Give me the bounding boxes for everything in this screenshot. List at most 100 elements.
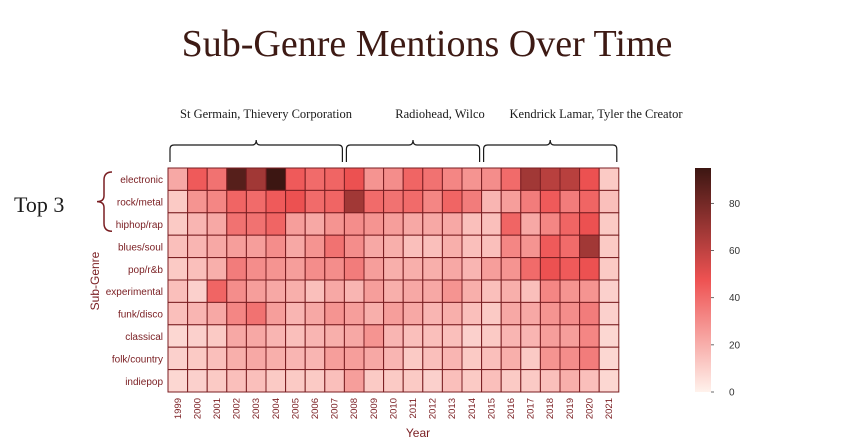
heatmap-cell <box>559 346 581 371</box>
heatmap-cell <box>324 167 345 191</box>
heatmap-cell <box>206 346 228 371</box>
heatmap-cell <box>539 301 561 326</box>
heatmap-cell <box>402 369 424 393</box>
y-tick-label: blues/soul <box>118 242 163 253</box>
heatmap-cell <box>383 324 404 348</box>
heatmap-cell <box>520 167 541 191</box>
heatmap-cell <box>285 301 306 326</box>
heatmap-cell <box>402 234 424 259</box>
y-tick-label: funk/disco <box>118 310 163 321</box>
heatmap-cell <box>598 167 620 191</box>
year-range-bracket <box>483 139 618 162</box>
x-tick-label: 1999 <box>173 398 184 419</box>
heatmap-cell <box>579 324 600 348</box>
heatmap-cell <box>167 346 189 371</box>
heatmap-cell <box>441 324 463 348</box>
heatmap-cell <box>285 369 306 393</box>
heatmap-cell <box>579 257 600 281</box>
heatmap-cell <box>402 167 424 191</box>
heatmap-cell <box>304 324 326 348</box>
heatmap-cells <box>167 167 620 393</box>
heatmap-cell <box>206 167 228 191</box>
heatmap-cell <box>324 234 345 259</box>
x-tick-label: 2015 <box>486 398 497 419</box>
heatmap-cell <box>285 234 306 259</box>
heatmap-cell <box>343 369 365 393</box>
heatmap-cell <box>500 189 522 214</box>
heatmap-cell <box>500 212 522 236</box>
heatmap-cell <box>206 324 228 348</box>
heatmap-cell <box>324 369 345 393</box>
heatmap-cell <box>422 369 443 393</box>
heatmap-cell <box>304 346 326 371</box>
heatmap-cell <box>598 257 620 281</box>
heatmap-cell <box>265 189 287 214</box>
heatmap-cell <box>402 257 424 281</box>
heatmap-cell <box>461 189 483 214</box>
heatmap-cell <box>167 301 189 326</box>
y-tick-label: electronic <box>120 175 163 186</box>
heatmap-cell <box>383 189 404 214</box>
heatmap-cell <box>187 167 208 191</box>
heatmap-cell <box>579 212 600 236</box>
heatmap-cell <box>206 301 228 326</box>
heatmap-cell <box>402 324 424 348</box>
heatmap-cell <box>520 301 541 326</box>
x-tick-label: 2018 <box>545 398 556 419</box>
colorbar-tick-label: 40 <box>729 293 741 304</box>
x-tick-label: 2003 <box>251 398 262 419</box>
heatmap-cell <box>520 324 541 348</box>
heatmap-cell <box>265 324 287 348</box>
heatmap-cell <box>539 167 561 191</box>
x-tick-label: 2014 <box>467 398 478 419</box>
heatmap-cell <box>481 369 502 393</box>
heatmap-cell <box>481 346 502 371</box>
heatmap-cell <box>285 279 306 303</box>
heatmap-cell <box>343 324 365 348</box>
heatmap-cell <box>500 234 522 259</box>
heatmap-cell <box>226 279 247 303</box>
top-brackets <box>169 139 618 162</box>
bracket-label-1: St Germain, Thievery Corporation <box>180 107 352 121</box>
x-tick-label: 2005 <box>290 398 301 419</box>
heatmap-cell <box>206 369 228 393</box>
heatmap-cell <box>167 189 189 214</box>
heatmap-cell <box>559 212 581 236</box>
heatmap-cell <box>422 279 443 303</box>
heatmap-cell <box>500 301 522 326</box>
y-tick-label: rock/metal <box>117 198 163 209</box>
heatmap-cell <box>363 234 385 259</box>
heatmap-cell <box>206 189 228 214</box>
heatmap-cell <box>265 257 287 281</box>
heatmap-cell <box>598 234 620 259</box>
heatmap-cell <box>559 234 581 259</box>
heatmap-cell <box>500 167 522 191</box>
heatmap-cell <box>441 301 463 326</box>
heatmap-cell <box>265 212 287 236</box>
heatmap-cell <box>206 257 228 281</box>
heatmap-cell <box>187 189 208 214</box>
heatmap-cell <box>383 346 404 371</box>
heatmap-cell <box>304 189 326 214</box>
y-axis-label: Sub-Genre <box>88 251 102 310</box>
heatmap-cell <box>167 369 189 393</box>
heatmap-cell <box>226 324 247 348</box>
x-tick-label: 2021 <box>604 398 615 419</box>
heatmap-cell <box>245 301 267 326</box>
x-tick-label: 2009 <box>369 398 380 419</box>
heatmap-cell <box>441 212 463 236</box>
heatmap-cell <box>579 346 600 371</box>
heatmap-cell <box>245 257 267 281</box>
heatmap-cell <box>245 212 267 236</box>
colorbar-gradient <box>695 168 711 392</box>
heatmap-cell <box>579 369 600 393</box>
heatmap-cell <box>167 257 189 281</box>
heatmap-cell <box>422 212 443 236</box>
heatmap-cell <box>579 189 600 214</box>
x-tick-label: 2010 <box>388 398 399 419</box>
heatmap-cell <box>304 369 326 393</box>
x-tick-label: 2007 <box>330 398 341 419</box>
heatmap-cell <box>226 346 247 371</box>
heatmap-cell <box>187 369 208 393</box>
heatmap-cell <box>206 279 228 303</box>
